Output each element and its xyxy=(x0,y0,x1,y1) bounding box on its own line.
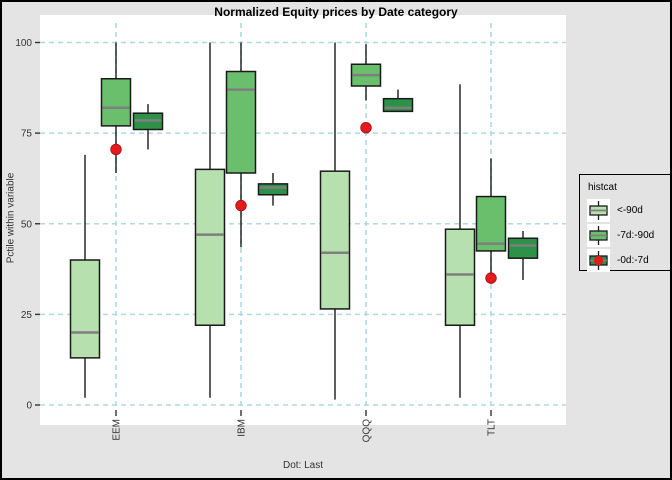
y-tick-label: 75 xyxy=(21,129,33,140)
caption-dot-last: Dot: Last xyxy=(282,460,324,471)
boxplot-key-icon xyxy=(587,199,610,222)
y-tick-label: 50 xyxy=(21,219,33,230)
box-TLT-lt90d xyxy=(444,228,476,326)
x-tick-label: QQQ xyxy=(362,419,373,443)
box-TLT-0d-7d xyxy=(507,237,539,259)
legend: histcat <-90d -7d:-90d xyxy=(579,174,670,273)
last-dot-TLT xyxy=(485,272,497,284)
y-tick-label: 0 xyxy=(26,401,32,412)
chart-title: Normalized Equity prices by Date categor… xyxy=(214,5,458,19)
legend-item-lt90d: <-90d xyxy=(587,198,670,223)
box-QQQ-0d-7d xyxy=(382,97,414,113)
last-dot-IBM xyxy=(235,199,247,212)
legend-label-0d-7d: -0d:-7d xyxy=(617,255,649,266)
x-tick-label: EEM xyxy=(112,419,123,441)
last-dot-EEM xyxy=(110,143,122,156)
last-dot-QQQ xyxy=(360,121,372,134)
y-axis-title: Pctile within variable xyxy=(5,172,17,264)
box-IBM-lt90d xyxy=(194,168,226,326)
legend-title: histcat xyxy=(588,182,617,193)
box-IBM-7d-90d xyxy=(225,70,257,174)
box-EEM-7d-90d xyxy=(100,78,132,127)
red-dot-icon xyxy=(593,255,604,266)
box-IBM-0d-7d xyxy=(257,183,289,196)
boxplot-key-with-dot-icon xyxy=(587,249,610,272)
legend-item-0d-7d: -0d:-7d xyxy=(587,248,670,273)
y-tick-label: 100 xyxy=(15,38,32,49)
box-EEM-lt90d xyxy=(69,259,101,359)
x-tick-label: TLT xyxy=(487,419,498,436)
legend-label-7d-90d: -7d:-90d xyxy=(617,230,655,241)
legend-label-lt90d: <-90d xyxy=(617,205,643,216)
x-tick-label: IBM xyxy=(237,419,248,437)
box-QQQ-lt90d xyxy=(319,170,351,310)
y-tick-label: 25 xyxy=(21,310,33,321)
legend-item-7d-90d: -7d:-90d xyxy=(587,223,670,248)
box-TLT-7d-90d xyxy=(475,195,507,252)
boxplot-key-icon xyxy=(587,224,610,247)
